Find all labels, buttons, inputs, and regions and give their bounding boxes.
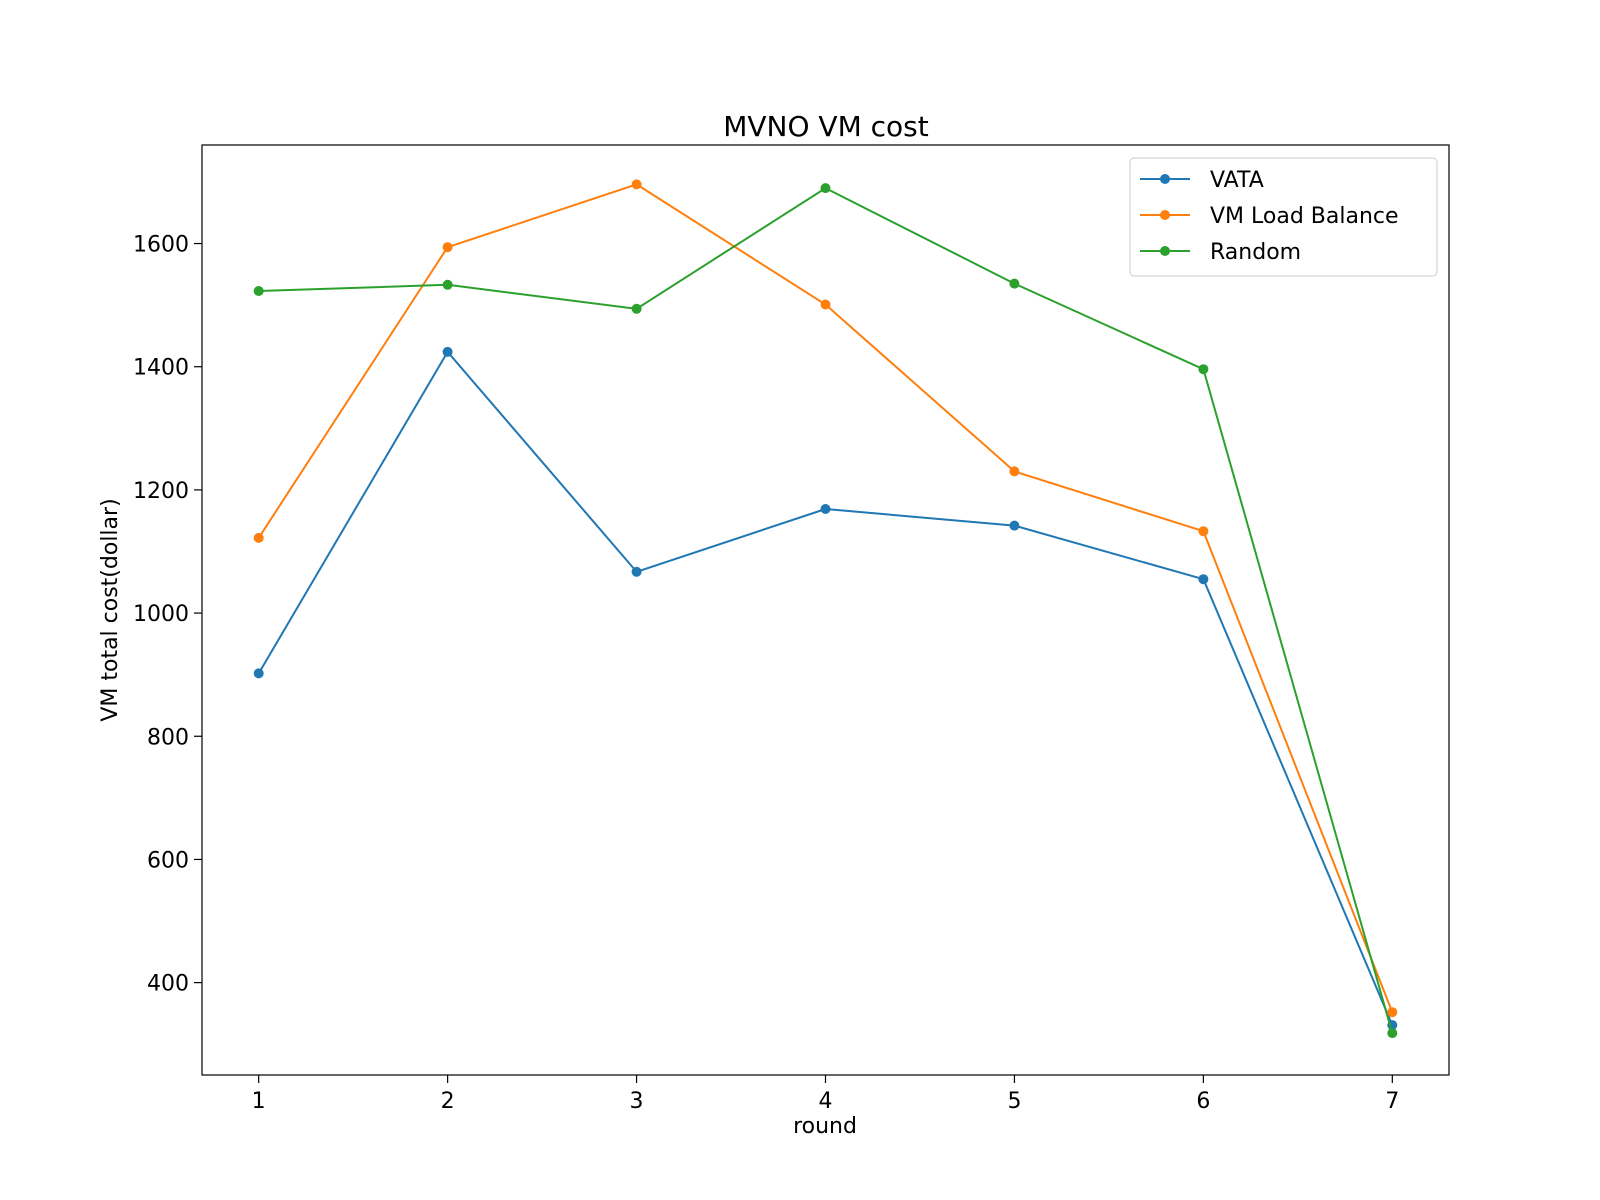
- data-point: [442, 242, 453, 253]
- data-point: [631, 179, 642, 190]
- y-tick-label: 1400: [133, 356, 189, 381]
- x-tick-label: 7: [1385, 1089, 1399, 1114]
- data-point: [631, 303, 642, 314]
- data-point: [442, 279, 453, 290]
- x-axis: 1 2 3 4 5 6 7: [252, 1075, 1399, 1114]
- data-point: [442, 346, 453, 357]
- data-point: [1198, 526, 1209, 537]
- series-line-0: [257, 350, 1394, 1026]
- data-point: [1009, 466, 1020, 477]
- legend-box: [1129, 157, 1438, 277]
- data-point: [820, 504, 831, 514]
- legend-marker: [1160, 210, 1170, 220]
- y-tick-label: 600: [147, 848, 189, 873]
- x-tick-label: 1: [252, 1089, 266, 1114]
- y-axis-label: VM total cost(dollar): [98, 498, 123, 721]
- data-point: [1009, 278, 1020, 289]
- y-axis: 400 600 800 1000 1200 1400 1600: [133, 233, 202, 997]
- x-tick-label: 2: [441, 1089, 455, 1114]
- plot-area: [253, 179, 1398, 1039]
- data-point: [1387, 1028, 1398, 1039]
- x-tick-label: 3: [630, 1089, 644, 1114]
- y-tick-label: 800: [147, 725, 189, 750]
- legend-marker: [1160, 246, 1170, 256]
- data-point: [1009, 520, 1020, 531]
- data-point: [253, 286, 264, 296]
- legend-label: VM Load Balance: [1210, 204, 1399, 229]
- y-tick-label: 1000: [133, 602, 189, 627]
- plot-frame: [201, 144, 1450, 1076]
- y-tick-label: 400: [147, 972, 189, 997]
- data-point: [1387, 1007, 1398, 1018]
- legend-marker: [1160, 174, 1170, 184]
- y-tick-label: 1200: [133, 479, 189, 504]
- legend: VATA VM Load Balance Random: [1129, 157, 1438, 277]
- data-point: [1198, 364, 1209, 375]
- x-tick-label: 5: [1007, 1089, 1021, 1114]
- data-point: [1198, 574, 1209, 585]
- x-axis-label: round: [793, 1114, 857, 1139]
- x-tick-label: 4: [819, 1089, 833, 1114]
- data-point: [820, 183, 831, 194]
- series-line-2: [258, 186, 1394, 1034]
- data-point: [253, 532, 264, 543]
- data-point: [820, 299, 831, 310]
- legend-label: VATA: [1210, 168, 1264, 193]
- legend-label: Random: [1210, 240, 1301, 265]
- data-point: [631, 566, 642, 577]
- data-point: [253, 668, 264, 679]
- y-tick-label: 1600: [133, 233, 189, 258]
- chart-title: MVNO VM cost: [723, 110, 929, 143]
- x-tick-label: 6: [1196, 1089, 1210, 1114]
